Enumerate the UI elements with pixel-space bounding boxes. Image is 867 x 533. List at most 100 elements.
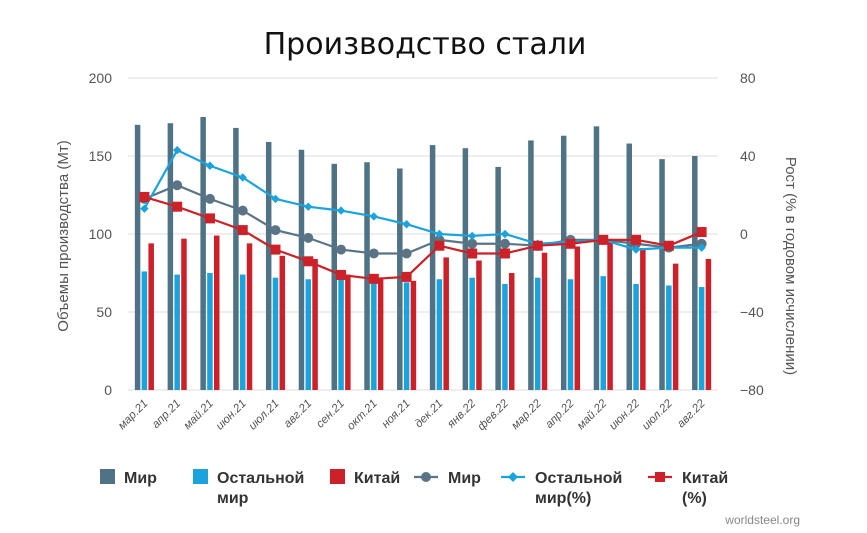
point [663, 240, 674, 251]
point [368, 248, 379, 259]
legend-marker [508, 472, 518, 482]
y-tick-label: 50 [96, 304, 112, 320]
legend-marker [330, 469, 345, 484]
bar [233, 127, 239, 391]
bar [312, 258, 318, 390]
bar [534, 277, 541, 390]
bar [200, 117, 206, 390]
bar [508, 273, 515, 390]
point [140, 204, 149, 213]
bar [429, 145, 436, 390]
y-tick-label: 0 [104, 382, 112, 398]
point [270, 244, 281, 255]
legend-marker [193, 469, 208, 484]
point [500, 229, 510, 239]
bar [265, 141, 272, 390]
bar [403, 282, 410, 390]
x-tick-label: авг.22 [675, 397, 708, 430]
point [237, 225, 248, 236]
x-tick-label: май.22 [575, 397, 610, 432]
x-tick-label: июл.22 [640, 397, 675, 432]
y2-tick-label: 0 [740, 226, 748, 242]
point [499, 238, 510, 249]
legend-label: Китай (%) [682, 470, 728, 507]
point [205, 161, 215, 170]
legend-label-line: Китай [682, 470, 728, 487]
x-tick-label: авг.21 [282, 398, 315, 431]
point [532, 240, 543, 251]
bar [148, 243, 154, 390]
point [499, 248, 510, 259]
point [467, 248, 478, 259]
point [401, 248, 412, 259]
legend-marker [421, 472, 431, 482]
bar [298, 149, 305, 390]
legend-label: Мир [124, 470, 157, 487]
x-tick-label: мар.21 [116, 398, 150, 432]
bar [331, 163, 338, 390]
x-tick-label: июн.22 [607, 397, 642, 432]
left-axis-ticks: 0 50 100 150 200 [89, 70, 113, 398]
legend-label: Мир [448, 470, 481, 487]
x-tick-label: дек.21 [413, 398, 446, 431]
x-tick-label: апр.21 [150, 398, 183, 431]
bar [338, 279, 344, 390]
source-label: worldsteel.org [724, 513, 800, 527]
legend-marker [100, 469, 115, 484]
legend-label: Остальной мир(%) [535, 470, 622, 507]
bar [705, 258, 712, 390]
legend-marker [655, 472, 665, 482]
bar [528, 140, 534, 390]
bar [305, 279, 312, 390]
legend-label-line: мир [217, 490, 249, 507]
point [336, 206, 346, 215]
gridlines [128, 77, 718, 391]
bar [659, 159, 665, 390]
bar [174, 274, 180, 390]
x-tick-label: июн.21 [214, 398, 249, 433]
bar [141, 271, 148, 390]
point [304, 202, 313, 211]
point [271, 194, 280, 204]
point [238, 173, 247, 182]
bar [364, 162, 370, 390]
bar [495, 166, 501, 390]
bar [574, 246, 581, 390]
point [270, 225, 281, 236]
point [139, 191, 150, 202]
bar [272, 277, 279, 390]
bar [633, 283, 639, 390]
y-tick-label: 100 [89, 226, 113, 242]
line-series [139, 145, 707, 284]
bar [397, 168, 403, 390]
x-tick-label: апр.22 [543, 397, 577, 431]
legend: Мир Остальной мир Китай Мир Остальной мир(%) Ки… [100, 469, 728, 507]
point [467, 231, 477, 241]
legend-label-line: (%) [682, 490, 707, 507]
bar [239, 274, 246, 390]
point [336, 244, 347, 255]
legend-label: Китай [354, 470, 400, 487]
bar [567, 279, 574, 390]
point [435, 229, 444, 239]
bar [462, 148, 469, 390]
point [303, 256, 314, 267]
point [401, 271, 412, 282]
bar [436, 279, 443, 390]
x-tick-label: сен.21 [314, 398, 347, 431]
y-tick-label: 200 [89, 70, 113, 86]
bar [698, 287, 705, 390]
bar [600, 276, 607, 390]
y2-tick-label: −80 [740, 382, 764, 398]
legend-label-line: Остальной [217, 470, 304, 487]
series-line [144, 195, 703, 280]
bar [560, 135, 567, 390]
x-tick-label: ноя.21 [380, 398, 413, 431]
bar [377, 279, 384, 390]
point [172, 201, 183, 212]
bar [345, 274, 351, 390]
point [368, 273, 379, 284]
legend-label-line: Остальной [535, 470, 622, 487]
